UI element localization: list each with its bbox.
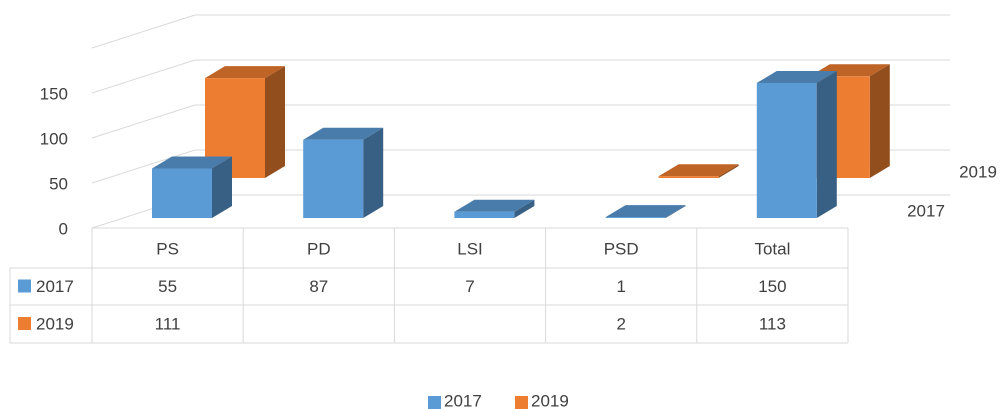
table-header: PSD — [604, 239, 639, 258]
bar-side — [363, 127, 384, 218]
bar-side — [665, 205, 686, 218]
grid-line — [91, 149, 196, 184]
table-cell: 55 — [158, 277, 177, 296]
table-header: PD — [307, 239, 331, 258]
bar-top — [303, 127, 384, 140]
grid-line — [91, 104, 196, 139]
depth-label: 2017 — [907, 201, 945, 220]
y-tick-label: 0 — [59, 219, 68, 238]
y-tick-label: 100 — [40, 129, 68, 148]
depth-label: 2019 — [959, 162, 997, 181]
bar-top — [152, 156, 232, 169]
legend-key — [515, 396, 528, 409]
table-key — [18, 317, 31, 330]
table-cell: 1 — [616, 277, 625, 296]
legend-key — [428, 396, 441, 409]
bar-top — [658, 164, 739, 177]
table-key — [18, 279, 31, 293]
bar-front — [454, 211, 515, 218]
table-cell: 2 — [616, 314, 625, 333]
bar — [658, 164, 739, 178]
bar-side — [265, 66, 285, 178]
bar — [152, 156, 232, 218]
table-header: LSI — [457, 239, 483, 258]
bar — [303, 127, 384, 218]
legend-label: 2017 — [444, 391, 482, 409]
bar-front — [152, 168, 212, 218]
bar-front — [658, 176, 719, 178]
legend-label: 2019 — [531, 391, 569, 409]
bar-side — [869, 64, 890, 178]
table-cell: 111 — [155, 314, 181, 333]
bar-top — [605, 205, 686, 218]
table-row-label: 2017 — [36, 277, 74, 296]
y-tick-label: 50 — [49, 174, 68, 193]
table-header: PS — [156, 239, 179, 258]
table-header: Total — [754, 239, 790, 258]
bar — [605, 205, 686, 218]
bar-top — [756, 71, 837, 83]
table-cell: 87 — [309, 277, 328, 296]
bar-side — [718, 164, 739, 178]
bar-front — [605, 217, 666, 218]
bar-front — [756, 83, 817, 218]
table-cell: 150 — [758, 277, 786, 296]
bar — [454, 199, 535, 218]
table-cell: 113 — [759, 314, 786, 333]
bar-side — [514, 199, 535, 218]
bar-top — [454, 199, 535, 212]
table-cell: 7 — [465, 277, 474, 296]
table-row-label: 2019 — [36, 314, 74, 333]
grid-line — [91, 59, 196, 94]
bar-top — [205, 66, 285, 79]
y-tick-label: 150 — [40, 84, 68, 103]
bar-side — [212, 156, 232, 218]
bar-front — [303, 139, 364, 218]
bar — [756, 71, 837, 218]
wall-edge — [91, 14, 196, 49]
bar-side — [816, 71, 837, 218]
